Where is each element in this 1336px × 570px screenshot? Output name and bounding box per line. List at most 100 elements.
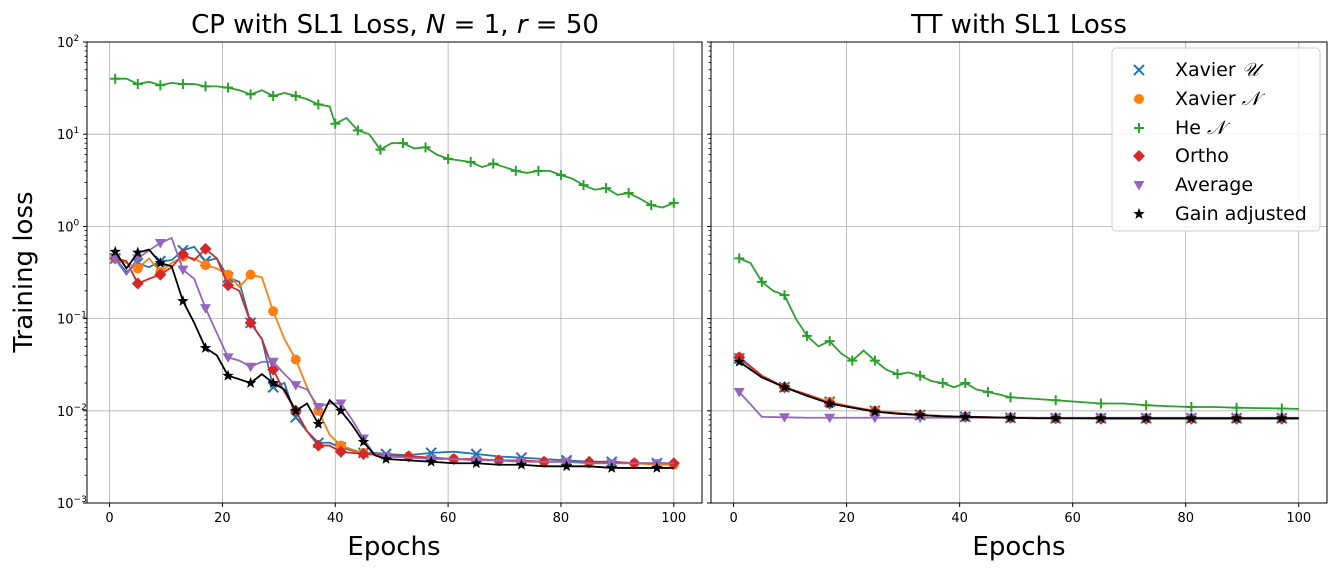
y-tick-label: 101 [57, 126, 79, 143]
data-point-gain-adjusted [823, 397, 836, 409]
data-point-he-n [110, 73, 121, 84]
series-line-average [738, 391, 1299, 419]
data-point-he-n [1050, 395, 1061, 406]
series-line-ortho [114, 247, 674, 465]
data-point-gain-adjusted [1185, 412, 1198, 424]
legend-marker-gain-adjusted [1133, 208, 1145, 219]
tt-y-ticks [707, 41, 711, 504]
data-point-he-n [132, 79, 143, 90]
data-point-gain-adjusted [154, 257, 167, 268]
data-point-gain-adjusted [109, 245, 121, 257]
tt-panel-title: TT with SL1 Loss [910, 10, 1127, 40]
y-tick-label: 10−1 [57, 311, 87, 328]
data-point-he-n [465, 156, 476, 167]
x-tick-label: 80 [553, 511, 570, 526]
data-point-gain-adjusted [869, 405, 881, 417]
data-point-he-n [177, 79, 188, 90]
data-point-ortho [222, 279, 235, 292]
series-line-xavier-n [114, 255, 674, 466]
data-point-ortho [267, 363, 280, 376]
cp-grid [87, 41, 702, 504]
data-point-he-n [892, 369, 903, 380]
data-point-ortho [334, 445, 347, 458]
data-point-average [824, 413, 836, 424]
data-point-he-n [756, 276, 767, 287]
data-point-gain-adjusted [177, 295, 189, 306]
y-tick-label: 10−2 [57, 403, 87, 420]
data-point-average [177, 265, 189, 276]
legend-marker-ortho [1133, 150, 1145, 162]
data-point-he-n [960, 378, 971, 389]
cp-panel: CP with SL1 Loss, N = 1, r = 50 Training… [9, 10, 703, 562]
data-point-average [245, 362, 257, 373]
legend-box [1111, 47, 1321, 232]
data-point-he-n [245, 89, 256, 100]
data-point-he-n [443, 153, 454, 164]
legend-label-average: Average [1175, 174, 1253, 196]
data-point-he-n [1231, 402, 1242, 413]
data-point-gain-adjusted [335, 404, 347, 416]
data-point-he-n [982, 386, 993, 397]
data-point-ortho [154, 268, 167, 281]
data-point-gain-adjusted [778, 381, 791, 393]
data-point-average [335, 399, 347, 409]
data-point-gain-adjusted [651, 461, 663, 473]
data-point-he-n [779, 290, 790, 301]
y-axis-label: Training loss [9, 191, 39, 353]
data-point-he-n [200, 81, 211, 92]
data-point-gain-adjusted [380, 453, 392, 464]
data-point-he-n [646, 200, 657, 211]
data-point-average [869, 413, 881, 424]
y-tick-label: 10−3 [57, 495, 87, 512]
data-point-xavier-n [200, 260, 211, 271]
data-point-he-n [915, 370, 926, 381]
axes-frame [86, 41, 703, 504]
data-point-gain-adjusted [244, 377, 257, 388]
data-point-gain-adjusted [1004, 411, 1017, 423]
data-point-he-n [847, 355, 858, 366]
data-point-he-n [555, 170, 566, 181]
data-point-he-n [510, 165, 521, 176]
data-point-gain-adjusted [357, 435, 370, 447]
data-point-xavier-n [245, 269, 256, 280]
data-point-gain-adjusted [470, 457, 483, 469]
data-point-xavier-n [290, 354, 301, 365]
data-point-average [733, 387, 745, 398]
data-point-he-n [802, 330, 813, 341]
data-point-he-n [313, 99, 324, 110]
data-point-he-n [375, 144, 386, 155]
data-point-he-n [268, 90, 279, 101]
x-tick-label: 40 [327, 511, 344, 526]
data-point-average [109, 255, 121, 265]
series-line-xavier-u [114, 245, 674, 465]
data-point-xavier-n [132, 263, 143, 274]
data-point-he-n [1005, 392, 1016, 403]
data-point-he-n [223, 82, 234, 93]
data-point-he-n [937, 378, 948, 389]
series-line-xavier-n [738, 356, 1299, 420]
data-point-gain-adjusted [199, 341, 212, 353]
data-point-he-n [1186, 401, 1197, 412]
data-point-he-n [1276, 403, 1287, 414]
tt-panel: TT with SL1 Loss Epochs 0 20 40 60 80 100 [707, 10, 1328, 562]
data-point-ortho [312, 439, 325, 452]
legend-marker-average [1133, 181, 1145, 191]
data-point-gain-adjusted [959, 410, 972, 422]
data-point-gain-adjusted [914, 409, 926, 420]
legend-markers [1133, 64, 1145, 219]
data-point-gain-adjusted [515, 458, 528, 470]
legend-marker-xavier-u [1133, 64, 1145, 76]
data-point-he-n [869, 355, 880, 366]
data-point-he-n [290, 90, 301, 101]
data-point-gain-adjusted [425, 455, 437, 467]
legend-label-ortho: Ortho [1175, 145, 1229, 167]
data-point-average [290, 381, 302, 391]
x-tick-label: 20 [214, 511, 231, 526]
data-point-he-n [734, 253, 745, 264]
x-tick-label: 60 [440, 511, 457, 526]
data-point-average [312, 402, 324, 413]
x-tick-label: 20 [838, 511, 855, 526]
data-point-average [154, 239, 166, 249]
data-point-he-n [668, 197, 679, 208]
